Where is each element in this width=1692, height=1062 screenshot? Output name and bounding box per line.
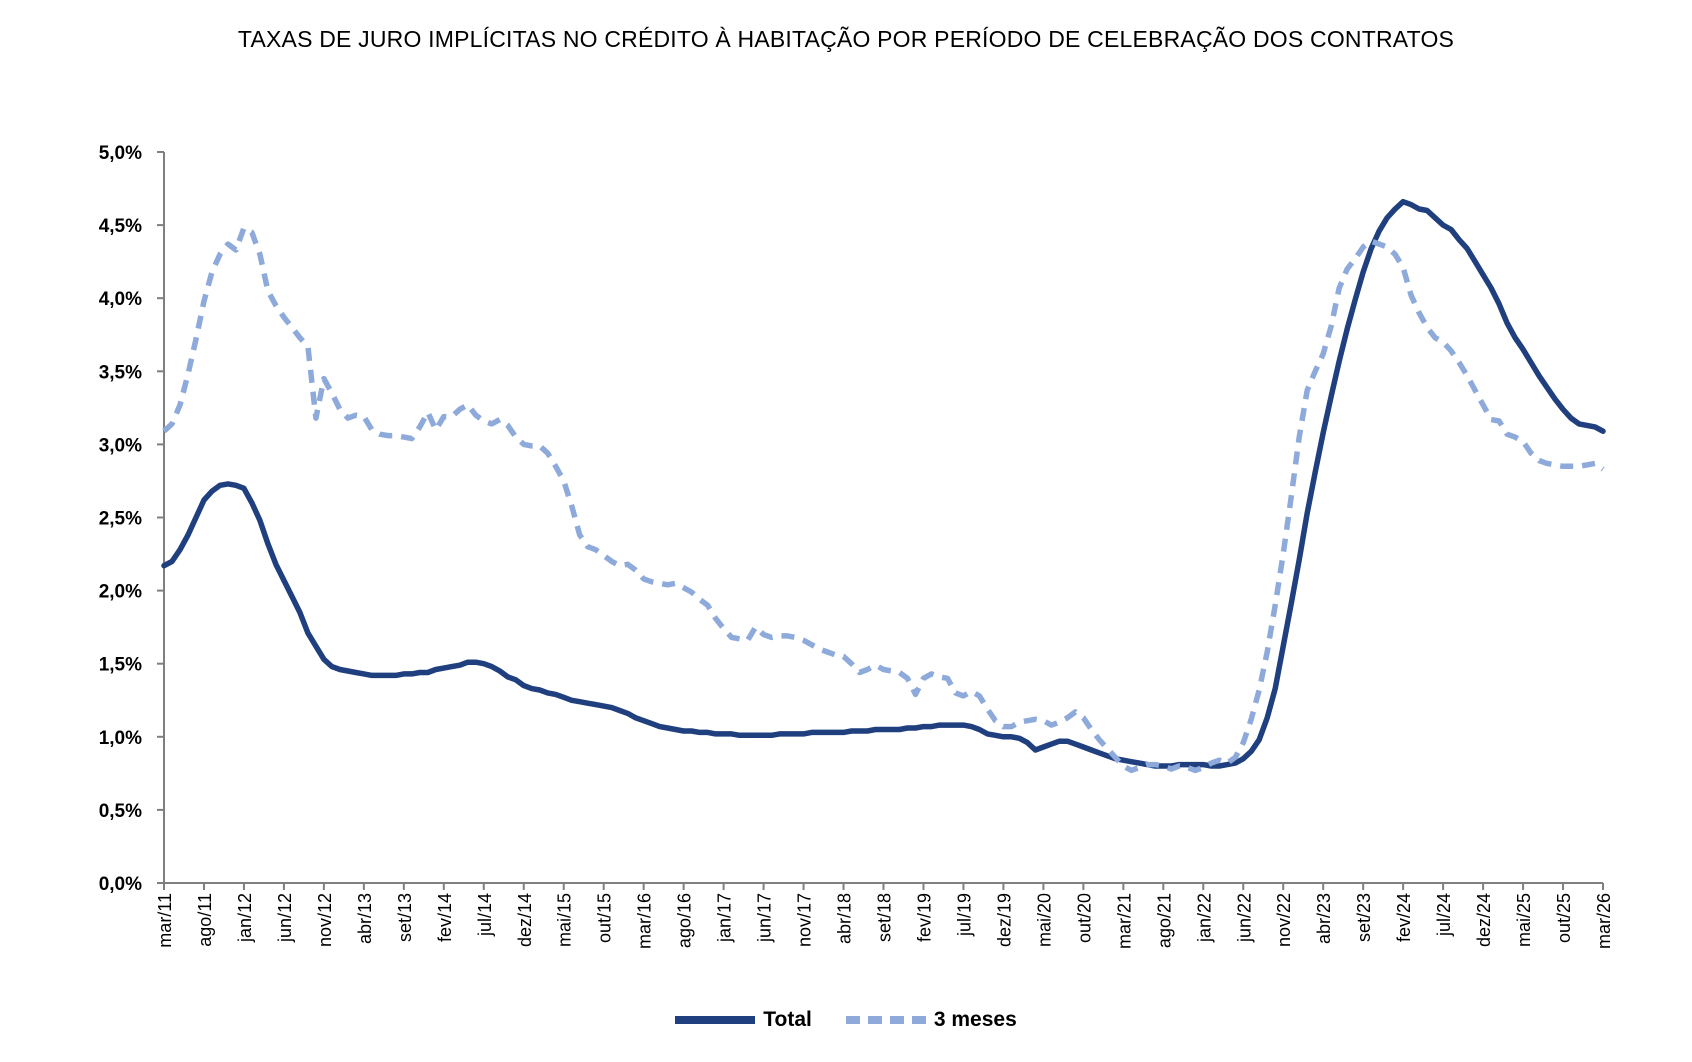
x-tick-label: abr/18 bbox=[835, 893, 855, 944]
x-tick-label: out/20 bbox=[1074, 893, 1094, 943]
x-tick-label: dez/14 bbox=[515, 893, 535, 947]
y-tick-label: 0,5% bbox=[99, 801, 142, 822]
x-tick-label: jan/17 bbox=[715, 893, 735, 943]
y-tick-label: 0,0% bbox=[99, 874, 142, 895]
x-tick-label: jul/14 bbox=[475, 893, 495, 937]
x-tick-label: ago/21 bbox=[1154, 893, 1174, 948]
y-tick-label: 5,0% bbox=[99, 143, 142, 164]
x-tick-label: mai/25 bbox=[1514, 893, 1534, 947]
x-tick-label: nov/12 bbox=[315, 893, 335, 947]
legend-item-3-meses: 3 meses bbox=[845, 1008, 1017, 1032]
x-tick-label: mai/15 bbox=[555, 893, 575, 947]
x-tick-label: jul/24 bbox=[1434, 893, 1454, 937]
series-line-3-meses bbox=[162, 225, 1605, 774]
x-tick-label: fev/14 bbox=[435, 893, 455, 942]
y-tick-label: 3,0% bbox=[99, 435, 142, 456]
y-tick-label: 2,5% bbox=[99, 509, 142, 530]
series-line-total bbox=[161, 198, 1606, 769]
chart-axes bbox=[163, 152, 1603, 884]
x-tick-label: mar/11 bbox=[155, 893, 175, 948]
x-tick-label: jun/17 bbox=[755, 893, 775, 943]
y-tick-label: 4,0% bbox=[99, 289, 142, 310]
x-tick-label: set/23 bbox=[1354, 893, 1374, 942]
y-tick-label: 1,0% bbox=[99, 728, 142, 749]
legend-label-total: Total bbox=[763, 1008, 812, 1031]
x-tick-label: mai/20 bbox=[1034, 893, 1054, 947]
x-tick-label: dez/19 bbox=[994, 893, 1014, 947]
x-tick-label: mar/16 bbox=[635, 893, 655, 949]
y-tick-label: 2,0% bbox=[99, 582, 142, 603]
x-tick-label: jan/22 bbox=[1194, 893, 1214, 943]
x-tick-label: jan/12 bbox=[235, 893, 255, 943]
x-tick-label: jun/12 bbox=[275, 893, 295, 943]
y-tick-label: 3,5% bbox=[99, 362, 142, 383]
x-tick-label: nov/22 bbox=[1274, 893, 1294, 947]
x-tick-label: jul/19 bbox=[954, 893, 974, 937]
x-tick-label: mar/26 bbox=[1594, 893, 1614, 949]
series-lines bbox=[161, 198, 1606, 774]
legend: Total 3 meses bbox=[0, 1008, 1692, 1032]
x-tick-label: out/15 bbox=[595, 893, 615, 943]
x-tick-label: mar/21 bbox=[1114, 893, 1134, 949]
x-tick-label: fev/19 bbox=[914, 893, 934, 942]
legend-swatch-3-meses bbox=[845, 1016, 926, 1024]
x-tick-label: nov/17 bbox=[795, 893, 815, 947]
y-tick-label: 1,5% bbox=[99, 655, 142, 676]
x-tick-label: set/13 bbox=[395, 893, 415, 942]
y-tick-label: 4,5% bbox=[99, 216, 142, 237]
x-tick-label: jun/22 bbox=[1234, 893, 1254, 943]
x-tick-label: abr/23 bbox=[1314, 893, 1334, 944]
y-axis-ticks: 0,0% 0,5% 1,0% 1,5% 2,0% 2,5% 3,0% 3,5% 4,0% 4,5%… bbox=[99, 143, 164, 895]
x-tick-label: dez/24 bbox=[1474, 893, 1494, 947]
x-tick-label: set/18 bbox=[875, 893, 895, 942]
chart-title: TAXAS DE JURO IMPLÍCITAS NO CRÉDITO À HA… bbox=[237, 26, 1455, 52]
legend-label-3-meses: 3 meses bbox=[933, 1008, 1017, 1031]
x-tick-label: abr/13 bbox=[355, 893, 375, 944]
x-tick-label: out/25 bbox=[1554, 893, 1574, 943]
legend-item-total: Total bbox=[675, 1008, 812, 1032]
x-tick-label: ago/16 bbox=[675, 893, 695, 948]
line-chart: 0,0% 0,5% 1,0% 1,5% 2,0% 2,5% 3,0% 3,5% 4,0% 4,5%… bbox=[99, 143, 1614, 949]
x-tick-label: fev/24 bbox=[1394, 893, 1414, 942]
x-axis-ticks: mar/11 ago/11 jan/12 jun/12 nov/12 abr/13 set/… bbox=[155, 883, 1614, 949]
legend-swatch-total bbox=[675, 1016, 756, 1024]
x-tick-label: ago/11 bbox=[195, 893, 215, 947]
